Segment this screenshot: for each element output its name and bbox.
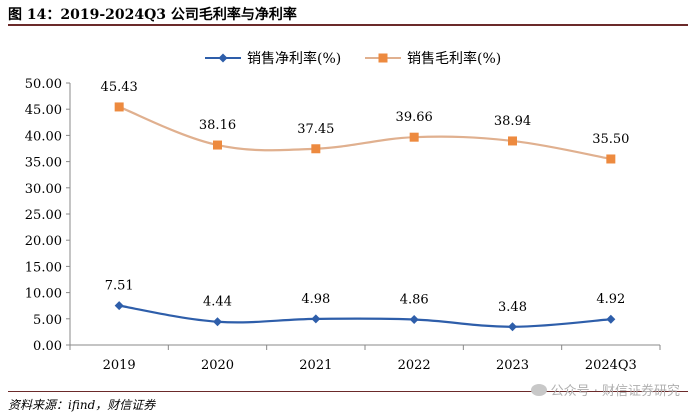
series-point-0 [114,301,124,311]
title-rule [8,24,688,26]
data-label: 4.44 [203,295,232,310]
series-point-1 [311,144,321,154]
data-label: 39.66 [396,110,433,125]
legend: 销售净利率(%) 销售毛利率(%) [205,50,501,67]
series-point-0 [606,314,616,324]
wechat-icon [530,384,547,396]
y-tick-label: 50.00 [25,77,62,92]
series-line-0 [118,304,611,328]
series-point-0 [213,317,222,327]
series-point-0 [508,322,517,332]
data-label: 7.51 [105,279,134,294]
x-tick-label: 2021 [299,358,332,373]
x-tick-label: 2019 [103,358,136,373]
series-point-1 [114,102,124,112]
legend-label-1: 销售毛利率(%) [407,50,501,67]
y-axis: 0.00 5.00 10.00 15.00 20.00 25.00 30.00 35.00 40… [25,77,71,354]
watermark: 公众号 · 财信证券研究 [530,380,680,399]
data-label: 38.94 [494,114,531,129]
data-label: 35.50 [592,132,629,147]
x-tick-label: 2020 [201,358,234,373]
figure-title: 图 14：2019-2024Q3 公司毛利率与净利率 [8,7,297,23]
y-tick-label: 20.00 [25,234,62,249]
x-tick-label: 2022 [398,358,431,373]
y-tick-label: 5.00 [33,313,62,328]
x-axis: 2019 2020 2021 2022 2023 2024Q3 [69,344,661,373]
legend-marker-1 [378,53,388,63]
bottom-rule [8,391,688,392]
x-tick-label: 2024Q3 [585,358,637,373]
series-point-1 [508,136,517,146]
y-tick-label: 10.00 [25,287,62,302]
y-tick-label: 15.00 [25,260,62,275]
source-note: 资料来源：ifind，财信证券 [8,398,156,412]
legend-marker-0 [218,53,228,63]
series-line-1 [118,105,612,161]
y-tick-label: 40.00 [25,129,62,144]
legend-label-0: 销售净利率(%) [247,50,341,67]
watermark-text: 公众号 · 财信证券研究 [550,384,680,399]
data-label: 4.98 [301,292,330,307]
x-tick-label: 2023 [496,358,529,373]
y-tick-label: 45.00 [25,103,62,118]
series-point-0 [409,315,419,325]
series-point-1 [213,140,222,150]
data-label: 38.16 [199,118,236,133]
y-tick-label: 30.00 [25,182,62,197]
data-label: 4.92 [596,292,625,307]
series-point-1 [606,154,616,164]
data-label: 4.86 [400,293,429,308]
data-label: 3.48 [498,300,527,315]
data-label: 45.43 [101,80,138,95]
y-tick-label: 25.00 [25,208,62,223]
y-tick-label: 35.00 [25,156,62,171]
data-label: 37.45 [297,122,334,137]
series-point-1 [409,132,419,142]
y-tick-label: 0.00 [33,339,62,354]
series-point-0 [311,314,321,324]
series-layer: 7.51 4.44 4.98 4.86 3.48 4.92 45.43 38.16 37.45 3… [101,80,629,332]
